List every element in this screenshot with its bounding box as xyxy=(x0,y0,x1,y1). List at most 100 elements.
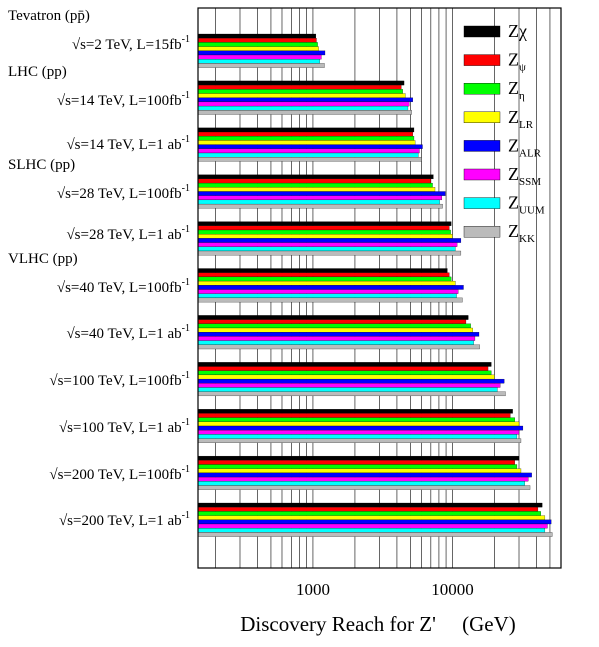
bars xyxy=(197,33,553,537)
bar xyxy=(197,140,416,145)
bar xyxy=(197,191,446,196)
bar xyxy=(197,144,423,149)
row-label-text: √s=14 TeV, L=1 ab xyxy=(66,137,182,153)
bar xyxy=(197,332,480,337)
x-axis-ticks: 1000 10000 xyxy=(296,580,474,599)
bar xyxy=(197,225,450,231)
row-label: √s=28 TeV, L=1 ab-1 xyxy=(66,224,190,244)
bar-group xyxy=(197,127,423,162)
bar xyxy=(197,515,546,520)
bar xyxy=(197,315,469,320)
bar xyxy=(197,229,451,235)
group-header: VLHC (pp) xyxy=(8,251,78,267)
bar xyxy=(197,203,443,209)
bar xyxy=(197,327,473,333)
legend-swatch xyxy=(463,25,501,38)
bar xyxy=(197,417,515,422)
row-label-text: √s=100 TeV, L=1 ab xyxy=(58,420,182,436)
bar-group xyxy=(197,362,506,397)
bar xyxy=(197,297,463,303)
bar xyxy=(197,136,415,141)
row-labels: Tevatron (pp̄) √s=2 TeV, L=15fb-1 LHC (pp)… xyxy=(0,0,196,560)
row-label: √s=100 TeV, L=1 ab-1 xyxy=(58,417,190,437)
legend-swatch xyxy=(463,168,501,181)
legend-swatch xyxy=(463,140,501,152)
x-tick-label: 10000 xyxy=(431,580,474,599)
bar xyxy=(197,413,511,418)
group-header: SLHC (pp) xyxy=(8,157,76,173)
bar xyxy=(197,234,453,239)
bar xyxy=(197,110,412,115)
bar-group xyxy=(197,33,326,68)
legend-swatch xyxy=(463,54,501,66)
legend-label: ZKK xyxy=(508,221,535,245)
row-label-text: √s=40 TeV, L=100fb xyxy=(56,280,182,296)
bar xyxy=(197,38,317,43)
row-label-exponent: -1 xyxy=(181,183,190,194)
bar xyxy=(197,434,518,439)
bar xyxy=(197,250,462,256)
bar xyxy=(197,59,320,64)
bar xyxy=(197,33,317,39)
bar xyxy=(197,481,525,486)
row-label-text: √s=40 TeV, L=1 ab xyxy=(66,326,182,342)
bar xyxy=(197,187,436,192)
row-label-text: √s=100 TeV, L=100fb xyxy=(49,373,182,389)
row-label: √s=14 TeV, L=1 ab-1 xyxy=(66,134,190,154)
bar xyxy=(197,182,433,188)
bar xyxy=(197,391,506,397)
bar xyxy=(197,319,467,324)
row-label-text: √s=28 TeV, L=1 ab xyxy=(66,227,182,243)
bar xyxy=(197,409,513,414)
bar xyxy=(197,523,548,529)
legend-swatch xyxy=(463,225,501,238)
group-header: Tevatron (pp̄) xyxy=(8,8,90,24)
bar xyxy=(197,131,413,137)
row-label: √s=2 TeV, L=15fb-1 xyxy=(72,34,190,54)
bar xyxy=(197,157,422,162)
row-label-exponent: -1 xyxy=(181,323,190,334)
bar xyxy=(197,93,406,98)
bar xyxy=(197,370,492,376)
bar xyxy=(197,285,464,290)
row-label-exponent: -1 xyxy=(181,134,190,145)
bar xyxy=(197,238,462,243)
bar xyxy=(197,507,539,512)
bar xyxy=(197,421,520,427)
bar xyxy=(197,476,529,482)
bar xyxy=(197,54,322,60)
bar-group xyxy=(197,455,532,490)
bar xyxy=(197,532,553,537)
bar xyxy=(197,280,456,286)
bar xyxy=(197,464,518,469)
bar-group xyxy=(197,80,413,115)
bar xyxy=(197,246,456,252)
bar xyxy=(197,268,448,273)
bar xyxy=(197,178,431,184)
legend-swatch xyxy=(463,197,501,209)
bar xyxy=(197,366,489,371)
x-tick-label: 1000 xyxy=(296,580,330,599)
bar xyxy=(197,242,458,247)
row-label: √s=40 TeV, L=100fb-1 xyxy=(56,277,190,297)
bar xyxy=(197,511,541,516)
bar-group xyxy=(197,174,446,209)
bar xyxy=(197,42,318,47)
legend-swatch xyxy=(463,82,501,95)
bar xyxy=(197,101,410,107)
bar-group xyxy=(197,315,480,350)
legend-swatch xyxy=(463,111,501,124)
legend-label: ZUUM xyxy=(508,193,545,217)
row-label-exponent: -1 xyxy=(181,510,190,521)
bar xyxy=(197,97,413,103)
bar xyxy=(197,438,522,443)
legend-label: ZLR xyxy=(508,107,534,131)
bar xyxy=(197,460,515,465)
bar-group xyxy=(197,268,464,303)
bar xyxy=(197,362,492,367)
row-label-exponent: -1 xyxy=(181,370,190,381)
bar xyxy=(197,105,409,111)
row-label: √s=200 TeV, L=100fb-1 xyxy=(49,464,190,484)
bar xyxy=(197,195,443,201)
